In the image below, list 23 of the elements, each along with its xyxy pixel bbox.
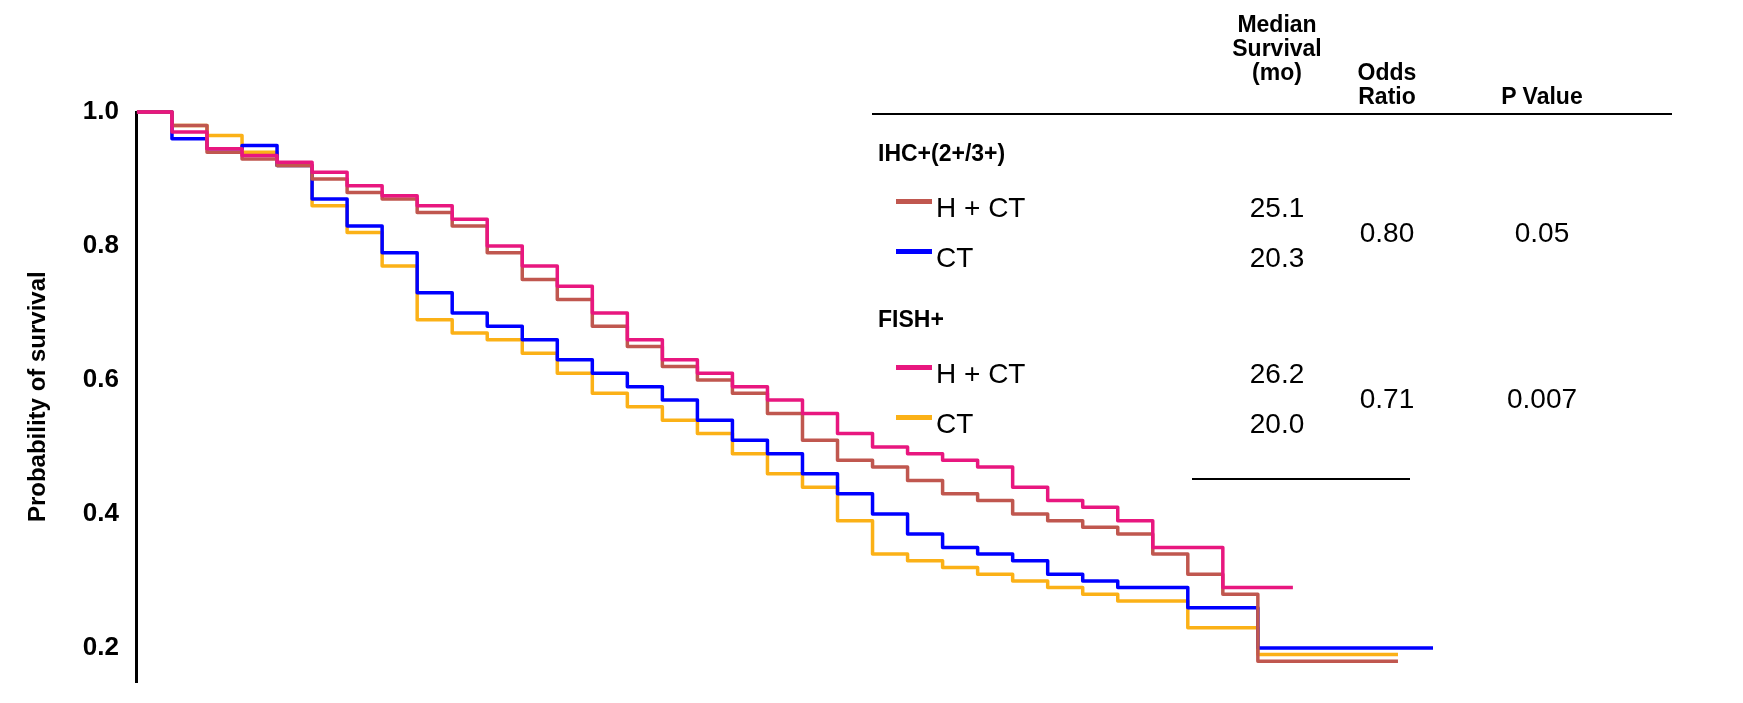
text: 0.05 bbox=[1514, 217, 1570, 249]
legend-label: CT bbox=[935, 408, 974, 440]
y-tick-label: 0.2 bbox=[82, 631, 119, 662]
annotation: FISH+ bbox=[878, 306, 944, 333]
y-tick-label: 1.0 bbox=[82, 95, 119, 126]
annotation: IHC+(2+/3+) bbox=[878, 140, 1006, 167]
annotation: 25.1 bbox=[1249, 192, 1305, 224]
y-tick-label: 0.6 bbox=[82, 363, 119, 394]
y-tick-label: 0.4 bbox=[82, 497, 120, 528]
annotation: 0.80 bbox=[1359, 217, 1415, 249]
text: P Value bbox=[1501, 83, 1583, 109]
text: Median Survival (mo) bbox=[1231, 11, 1323, 85]
y-tick-label: 0.8 bbox=[82, 229, 119, 260]
text: Odds Ratio bbox=[1356, 59, 1418, 109]
annotation: 20.3 bbox=[1249, 242, 1305, 274]
annotation: 0.71 bbox=[1359, 383, 1415, 415]
legend-label: CT bbox=[935, 242, 974, 274]
legend-label: H + CT bbox=[935, 358, 1026, 390]
text: 0.007 bbox=[1506, 383, 1578, 415]
legend-label: H + CT bbox=[935, 192, 1026, 224]
annotation: 20.0 bbox=[1249, 408, 1305, 440]
y-axis-title: Probability of survival bbox=[23, 271, 51, 523]
annotation: 26.2 bbox=[1249, 358, 1305, 390]
